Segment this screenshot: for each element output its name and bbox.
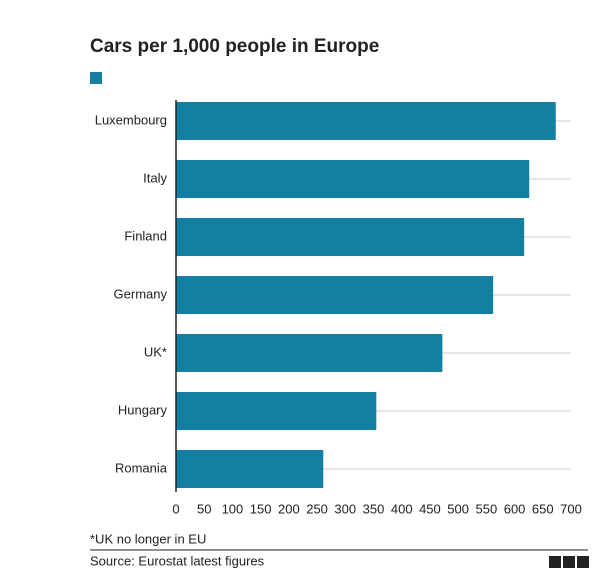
legend-key bbox=[90, 72, 102, 84]
logo-letter: B bbox=[550, 554, 559, 569]
y-tick-label: Germany bbox=[114, 286, 168, 301]
bar bbox=[176, 160, 530, 198]
x-tick-label: 600 bbox=[504, 501, 526, 516]
x-tick-label: 700 bbox=[560, 501, 582, 516]
chart-title: Cars per 1,000 people in Europe bbox=[90, 36, 379, 57]
footnote: *UK no longer in EU bbox=[90, 531, 206, 546]
x-tick-label: 150 bbox=[250, 501, 272, 516]
x-tick-label: 650 bbox=[532, 501, 554, 516]
bar bbox=[176, 392, 377, 430]
x-tick-label: 350 bbox=[363, 501, 385, 516]
x-tick-label: 300 bbox=[334, 501, 356, 516]
bar bbox=[176, 276, 494, 314]
x-tick-label: 200 bbox=[278, 501, 300, 516]
bar bbox=[176, 450, 324, 488]
logo-letter: B bbox=[564, 554, 573, 569]
logo-box bbox=[563, 556, 575, 568]
x-tick-label: 100 bbox=[222, 501, 244, 516]
x-tick-label: 550 bbox=[476, 501, 498, 516]
logo-letter: C bbox=[578, 554, 588, 569]
source: Source: Eurostat latest figures bbox=[90, 553, 265, 568]
x-tick-label: 0 bbox=[172, 501, 179, 516]
y-tick-label: Romania bbox=[115, 460, 168, 475]
y-tick-label: Luxembourg bbox=[95, 112, 167, 127]
logo-box bbox=[577, 556, 589, 568]
logo-box bbox=[549, 556, 561, 568]
y-tick-label: Italy bbox=[143, 170, 167, 185]
bar bbox=[176, 334, 443, 372]
y-tick-label: Hungary bbox=[118, 402, 168, 417]
x-tick-label: 50 bbox=[197, 501, 211, 516]
bar bbox=[176, 102, 556, 140]
y-tick-label: UK* bbox=[144, 344, 167, 359]
bar bbox=[176, 218, 525, 256]
x-tick-label: 450 bbox=[419, 501, 441, 516]
x-tick-label: 500 bbox=[447, 501, 469, 516]
x-tick-label: 400 bbox=[391, 501, 413, 516]
x-tick-label: 250 bbox=[306, 501, 328, 516]
y-tick-label: Finland bbox=[124, 228, 167, 243]
